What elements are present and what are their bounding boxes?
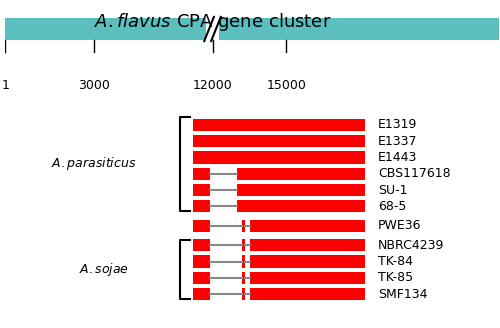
Text: $\it{A. parasiticus}$: $\it{A. parasiticus}$	[52, 155, 137, 173]
Text: E1443: E1443	[378, 151, 417, 164]
Bar	[193, 168, 210, 180]
Text: CBS117618: CBS117618	[378, 167, 450, 180]
Text: TK-84: TK-84	[378, 255, 413, 268]
Bar	[237, 184, 366, 196]
Bar	[193, 135, 366, 147]
Text: 12000: 12000	[192, 79, 232, 92]
Bar	[193, 288, 210, 300]
Text: SU-1: SU-1	[378, 184, 408, 196]
Bar	[242, 288, 244, 300]
Bar	[193, 119, 366, 131]
Text: E1337: E1337	[378, 135, 418, 148]
Text: $\it{A. sojae}$: $\it{A. sojae}$	[79, 261, 129, 278]
Text: E1319: E1319	[378, 118, 417, 132]
Bar	[193, 220, 210, 232]
Bar	[237, 168, 366, 180]
Text: PWE36: PWE36	[378, 219, 422, 232]
Text: NBRC4239: NBRC4239	[378, 239, 444, 252]
Text: SMF134: SMF134	[378, 288, 428, 300]
Bar	[250, 220, 366, 232]
FancyBboxPatch shape	[6, 18, 498, 40]
Bar	[193, 272, 210, 284]
Text: 15000: 15000	[266, 79, 306, 92]
Text: 1: 1	[2, 79, 10, 92]
Text: 3000: 3000	[78, 79, 110, 92]
Bar	[242, 256, 244, 268]
Bar	[250, 288, 366, 300]
Bar	[242, 239, 244, 252]
Bar	[193, 200, 210, 213]
Bar	[250, 239, 366, 252]
Bar	[250, 272, 366, 284]
Bar	[193, 239, 210, 252]
Bar	[193, 184, 210, 196]
Bar	[242, 220, 244, 232]
Text: TK-85: TK-85	[378, 271, 413, 284]
Text: 68-5: 68-5	[378, 200, 406, 213]
Bar	[193, 151, 366, 164]
Bar	[237, 200, 366, 213]
Text: $\it{A. flavus}$ CPA gene cluster: $\it{A. flavus}$ CPA gene cluster	[94, 11, 331, 33]
Bar	[206, 16, 219, 42]
Bar	[193, 256, 210, 268]
Bar	[242, 272, 244, 284]
Bar	[250, 256, 366, 268]
